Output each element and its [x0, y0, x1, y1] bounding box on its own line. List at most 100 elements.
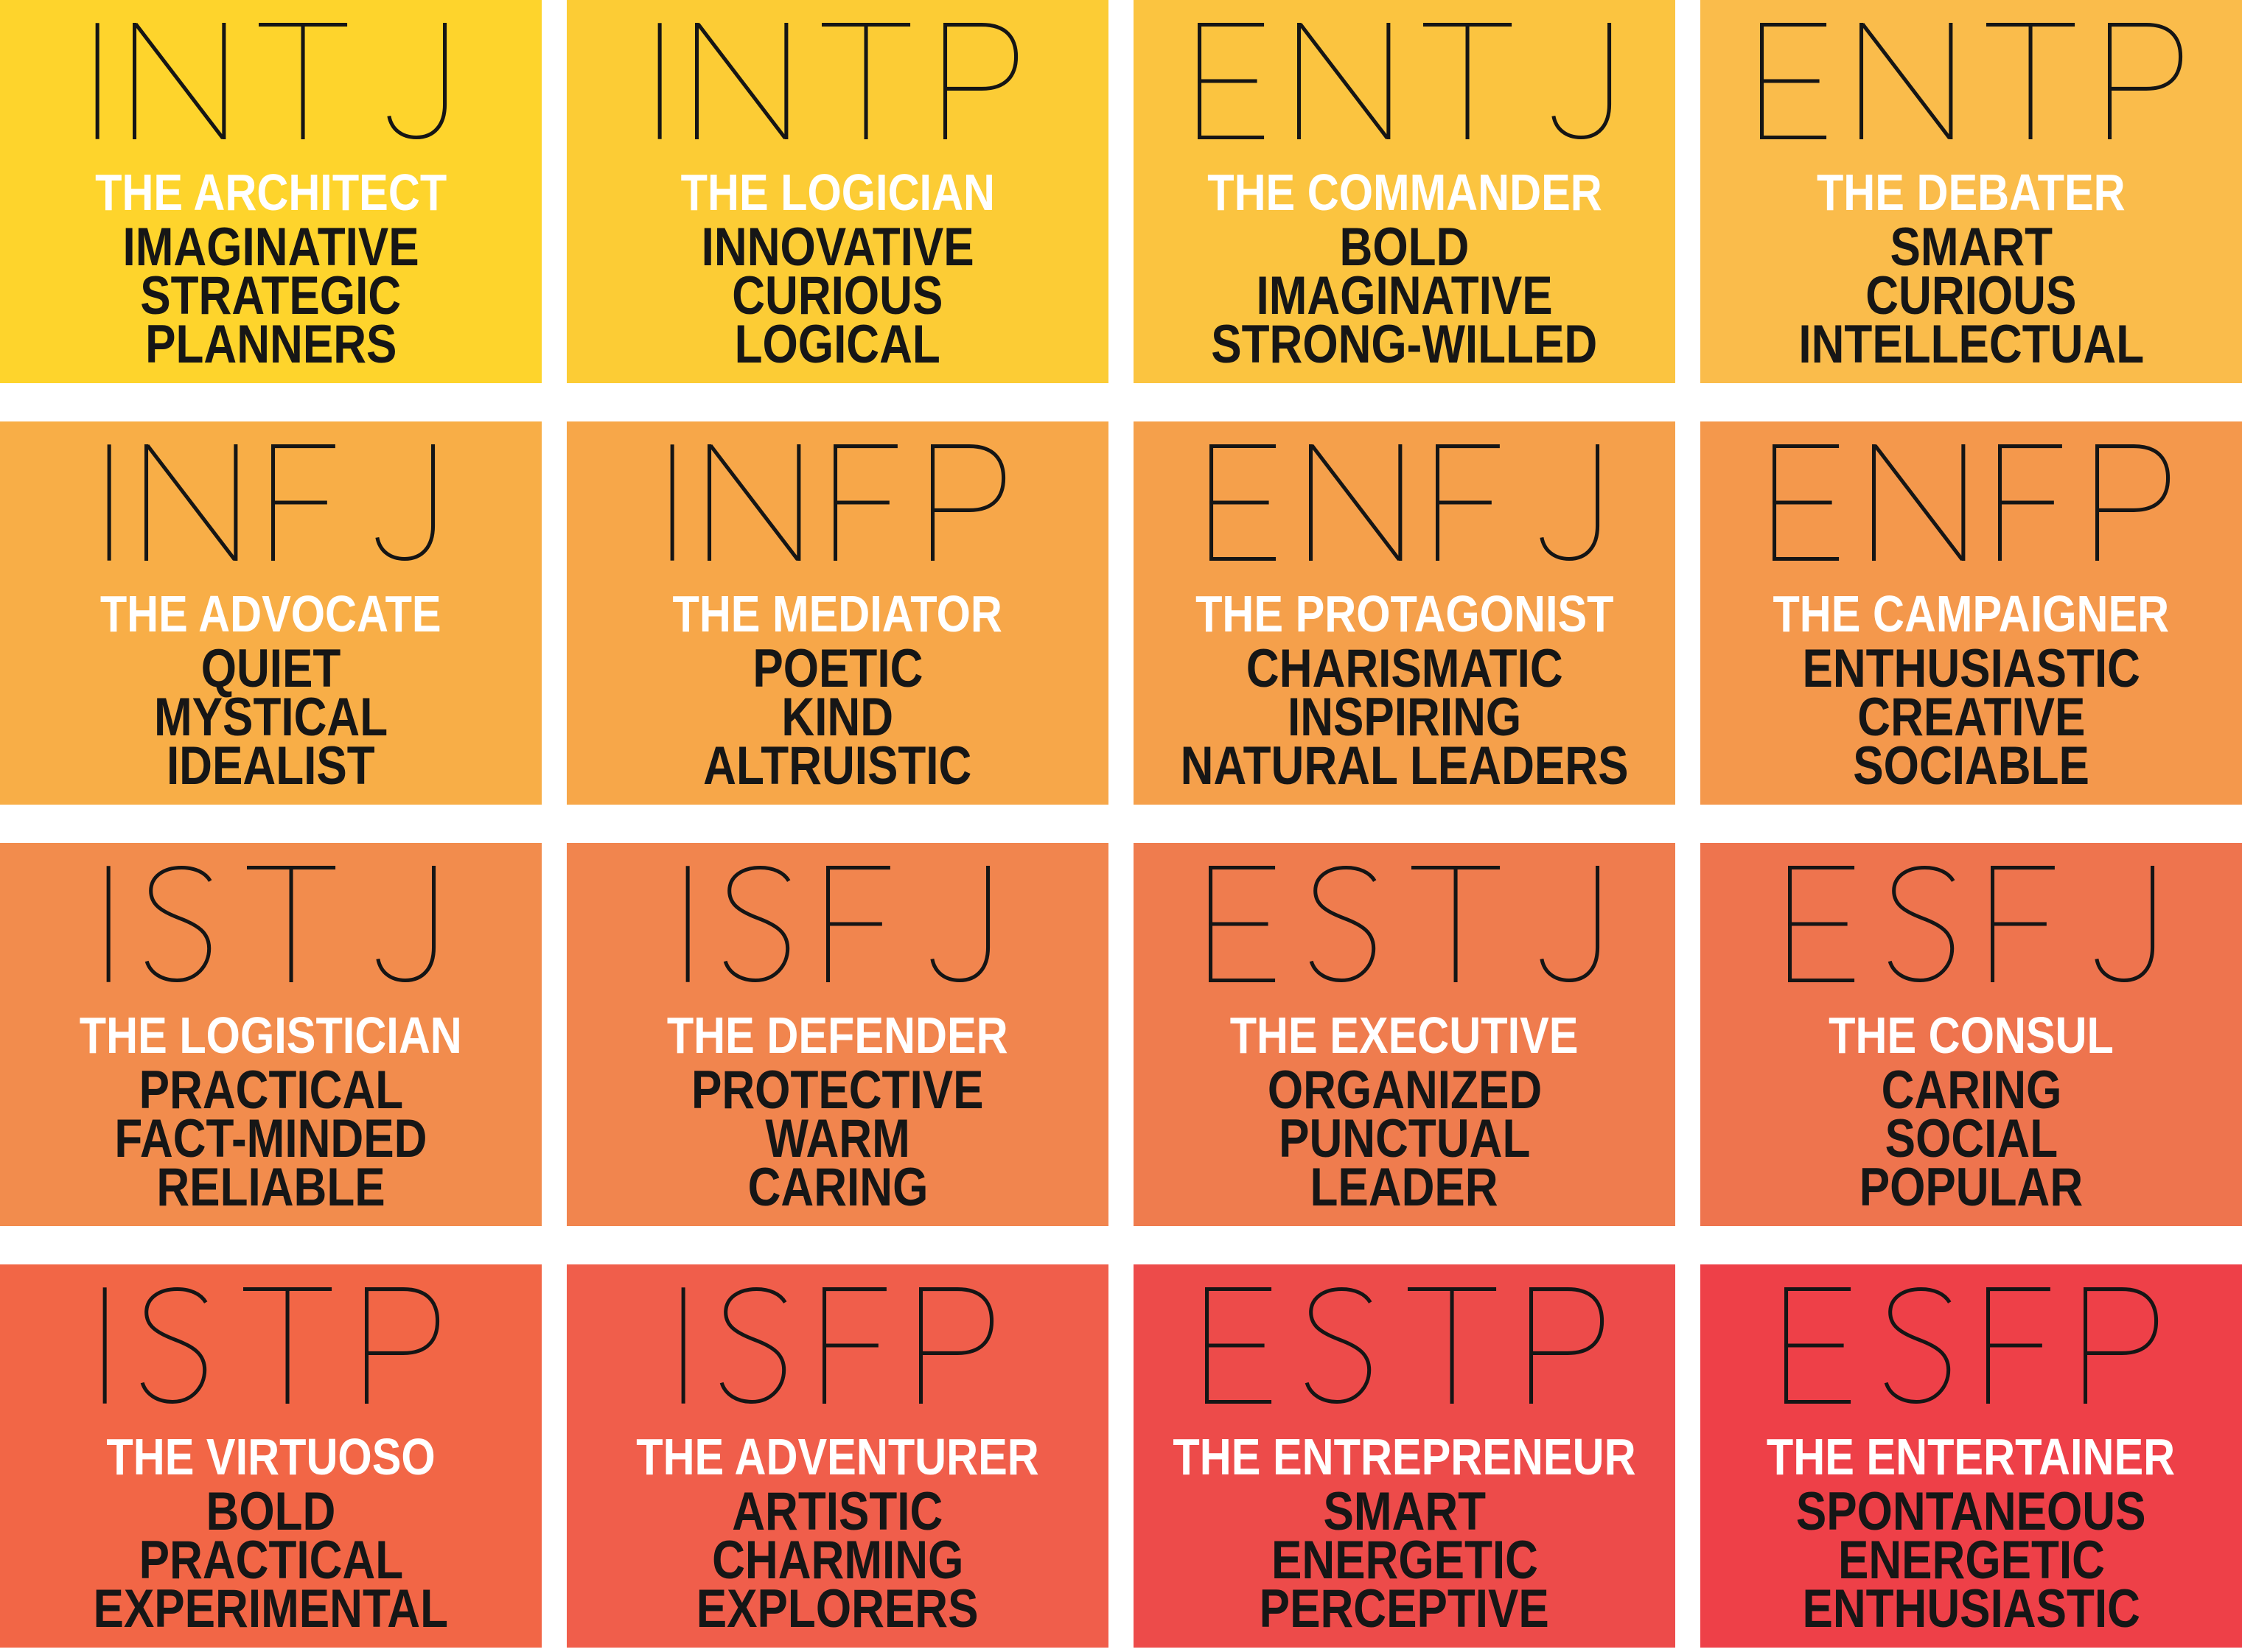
- card-title: THE LOGICIAN: [680, 164, 995, 221]
- card-traits: ARTISTIC CHARMING EXPLORERS: [671, 1482, 1003, 1636]
- card-trait: INSPIRING: [1287, 687, 1522, 747]
- letter-i-glyph: [107, 444, 111, 561]
- personality-card-enfp: THE CAMPAIGNER ENTHUSIASTIC CREATIVE SOCIA…: [1700, 421, 2242, 805]
- letter-p-glyph: [919, 1287, 994, 1404]
- card-title: THE DEFENDER: [667, 1007, 1008, 1064]
- card-trait: EXPERIMENTAL: [93, 1579, 449, 1639]
- card-trait: BOLD: [206, 1482, 336, 1541]
- card-title: THE CAMPAIGNER: [1773, 585, 2170, 643]
- letter-t-glyph: [242, 1287, 332, 1404]
- card-trait: SOCIABLE: [1853, 736, 2089, 796]
- card-trait: LOGICAL: [734, 315, 941, 374]
- card-title: THE ADVOCATE: [100, 585, 441, 643]
- type-code-infp: [670, 444, 1006, 561]
- personality-card-entp: THE DEBATER SMART CURIOUS INTELLECTUAL: [1700, 0, 2242, 383]
- card-title: THE DEBATER: [1817, 164, 2126, 221]
- letter-t-glyph: [1411, 866, 1501, 982]
- card-title: THE EXECUTIVE: [1230, 1007, 1579, 1064]
- letter-s-glyph: [140, 1287, 208, 1404]
- card-traits: SMART ENERGETIC PERCEPTIVE: [1234, 1485, 1574, 1639]
- letter-i-glyph: [106, 866, 111, 982]
- personality-card-esfp: THE ENTERTAINER SPONTANEOUS ENERGETIC ENTH…: [1700, 1264, 2242, 1648]
- card-trait: ENERGETIC: [1837, 1530, 2105, 1590]
- card-trait: QUIET: [200, 639, 341, 699]
- card-trait: STRATEGIC: [140, 266, 402, 326]
- letter-p-glyph: [1529, 1287, 1604, 1404]
- letter-f-glyph: [826, 866, 890, 982]
- type-code-esfj: [1788, 866, 2154, 983]
- personality-card-isfj: THE DEFENDER PROTECTIVE WARM CARING: [567, 843, 1108, 1226]
- letter-e-glyph: [1772, 444, 1839, 561]
- card-trait: CURIOUS: [732, 266, 943, 326]
- card-title: THE COMMANDER: [1206, 164, 1602, 221]
- letter-j-glyph: [2095, 866, 2154, 983]
- card-traits: INNOVATIVE CURIOUS LOGICAL: [677, 220, 998, 374]
- card-trait: PERCEPTIVE: [1259, 1579, 1550, 1639]
- card-trait: ORGANIZED: [1267, 1060, 1542, 1120]
- card-trait: CARING: [747, 1158, 928, 1217]
- card-trait: KIND: [781, 687, 894, 747]
- letter-t-glyph: [1986, 23, 2075, 139]
- card-title: THE LOGISTICIAN: [80, 1007, 462, 1064]
- card-trait: SMART: [1890, 217, 2053, 277]
- card-traits: IMAGINATIVE STRATEGIC PLANNERS: [97, 220, 445, 371]
- card-trait: POPULAR: [1859, 1158, 2084, 1217]
- card-traits: BOLD IMAGINATIVE STRONG-WILLED: [1177, 220, 1631, 374]
- letter-n-glyph: [132, 23, 226, 139]
- card-title: THE ARCHITECT: [94, 164, 447, 221]
- letter-n-glyph: [707, 444, 801, 561]
- letter-f-glyph: [1986, 1287, 2051, 1404]
- card-trait: PRACTICAL: [139, 1530, 403, 1590]
- card-trait: SOCIAL: [1885, 1109, 2058, 1169]
- card-traits: PRACTICAL FACT-MINDED RELIABLE: [87, 1063, 455, 1214]
- card-traits: QUIET MYSTICAL IDEALIST: [133, 639, 408, 793]
- card-trait: ARTISTIC: [732, 1482, 943, 1541]
- letter-t-glyph: [821, 23, 910, 139]
- personality-card-intp: THE LOGICIAN INNOVATIVE CURIOUS LOGICAL: [567, 0, 1108, 383]
- personality-card-entj: THE COMMANDER BOLD IMAGINATIVE STRONG-WILL…: [1134, 0, 1675, 383]
- letter-e-glyph: [1760, 23, 1827, 139]
- card-trait: WARM: [765, 1109, 910, 1169]
- personality-card-esfj: THE CONSUL CARING SOCIAL POPULAR: [1700, 843, 2242, 1226]
- letter-n-glyph: [1871, 444, 1966, 561]
- letter-s-glyph: [719, 1287, 787, 1404]
- card-trait: FACT-MINDED: [114, 1109, 427, 1169]
- card-traits: SPONTANEOUS ENERGETIC ENTHUSIASTIC: [1765, 1485, 2176, 1636]
- letter-f-glyph: [1990, 866, 2055, 982]
- type-code-entp: [1760, 23, 2182, 139]
- card-title: THE ENTERTAINER: [1767, 1428, 2176, 1485]
- letter-i-glyph: [102, 1287, 107, 1404]
- letter-i-glyph: [95, 23, 99, 139]
- card-trait: CHARMING: [711, 1530, 964, 1590]
- letter-j-glyph: [930, 866, 991, 983]
- letter-p-glyph: [2084, 1287, 2159, 1404]
- card-title: THE CONSUL: [1829, 1007, 2114, 1064]
- letter-p-glyph: [2095, 444, 2171, 561]
- letter-e-glyph: [1784, 1287, 1851, 1404]
- letter-j-glyph: [1540, 444, 1599, 561]
- card-title: THE PROTAGONIST: [1195, 585, 1614, 643]
- letter-t-glyph: [259, 23, 348, 139]
- type-code-istj: [106, 866, 436, 983]
- card-traits: BOLD PRACTICAL EXPERIMENTAL: [62, 1482, 479, 1639]
- letter-p-glyph: [943, 23, 1018, 139]
- card-trait: STRONG-WILLED: [1211, 315, 1598, 374]
- letter-j-glyph: [375, 444, 435, 561]
- letter-f-glyph: [822, 1287, 887, 1404]
- personality-card-istj: THE LOGISTICIAN PRACTICAL FACT-MINDED RELI…: [0, 843, 542, 1226]
- letter-s-glyph: [1305, 1287, 1372, 1404]
- card-trait: CREATIVE: [1857, 687, 2086, 747]
- card-trait: IMAGINATIVE: [1256, 266, 1553, 326]
- personality-card-enfj: THE PROTAGONIST CHARISMATIC INSPIRING NATU…: [1134, 421, 1675, 805]
- letter-s-glyph: [144, 866, 212, 982]
- card-traits: POETIC KIND ALTRUISTIC: [680, 639, 995, 793]
- personality-card-isfp: THE ADVENTURER ARTISTIC CHARMING EXPLORERS: [567, 1264, 1108, 1648]
- letter-j-glyph: [375, 866, 436, 983]
- type-code-estp: [1204, 1287, 1604, 1404]
- letter-e-glyph: [1197, 23, 1264, 139]
- letter-i-glyph: [685, 866, 690, 982]
- card-trait: POETIC: [752, 639, 923, 699]
- personality-card-estj: THE EXECUTIVE ORGANIZED PUNCTUAL LEADER: [1134, 843, 1675, 1226]
- card-trait: ENERGETIC: [1271, 1530, 1538, 1590]
